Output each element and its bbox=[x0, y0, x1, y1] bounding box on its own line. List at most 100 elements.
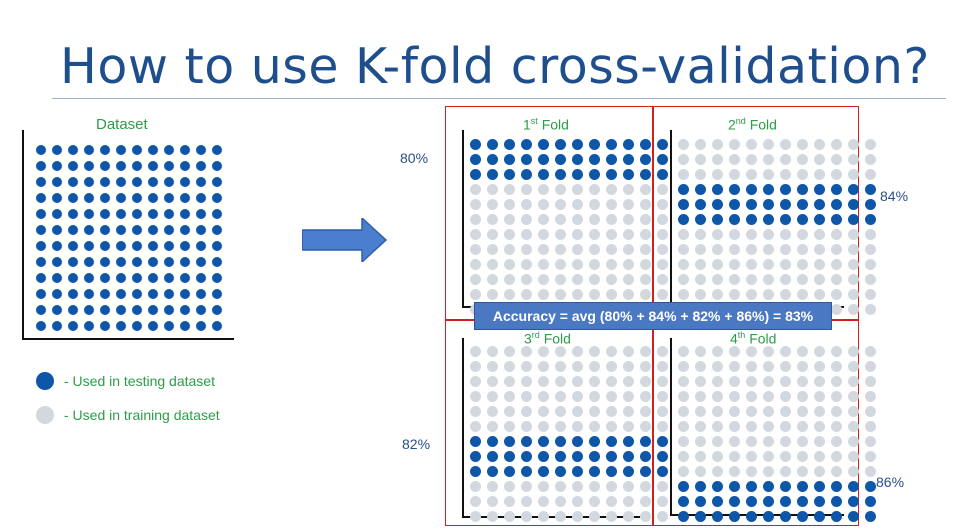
train-sample-dot bbox=[746, 229, 757, 240]
train-sample-dot bbox=[623, 376, 634, 387]
train-sample-dot bbox=[487, 406, 498, 417]
test-sample-dot bbox=[116, 257, 126, 267]
train-sample-dot bbox=[746, 274, 757, 285]
train-sample-dot bbox=[729, 346, 740, 357]
train-sample-dot bbox=[712, 139, 723, 150]
train-sample-dot bbox=[487, 496, 498, 507]
test-sample-dot bbox=[504, 139, 515, 150]
test-sample-dot bbox=[132, 289, 142, 299]
dataset-dot-grid bbox=[36, 145, 222, 331]
test-sample-dot bbox=[606, 169, 617, 180]
test-sample-dot bbox=[180, 273, 190, 283]
train-sample-dot bbox=[848, 139, 859, 150]
train-sample-dot bbox=[657, 346, 668, 357]
test-sample-dot bbox=[831, 481, 842, 492]
test-sample-dot bbox=[589, 466, 600, 477]
train-sample-dot bbox=[712, 154, 723, 165]
train-sample-dot bbox=[695, 154, 706, 165]
test-sample-dot bbox=[180, 289, 190, 299]
train-sample-dot bbox=[831, 139, 842, 150]
train-sample-dot bbox=[678, 139, 689, 150]
train-sample-dot bbox=[487, 289, 498, 300]
test-sample-dot bbox=[555, 451, 566, 462]
test-sample-dot bbox=[470, 169, 481, 180]
train-sample-dot bbox=[797, 451, 808, 462]
train-sample-dot bbox=[555, 376, 566, 387]
test-sample-dot bbox=[538, 451, 549, 462]
test-sample-dot bbox=[763, 511, 774, 522]
test-sample-dot bbox=[797, 511, 808, 522]
train-sample-dot bbox=[763, 229, 774, 240]
train-sample-dot bbox=[555, 361, 566, 372]
train-sample-dot bbox=[780, 406, 791, 417]
test-sample-dot bbox=[487, 154, 498, 165]
test-sample-dot bbox=[164, 273, 174, 283]
train-sample-dot bbox=[504, 244, 515, 255]
test-sample-dot bbox=[746, 214, 757, 225]
test-sample-dot bbox=[100, 241, 110, 251]
train-sample-dot bbox=[504, 229, 515, 240]
test-sample-dot bbox=[780, 511, 791, 522]
test-sample-dot bbox=[164, 241, 174, 251]
test-sample-dot bbox=[555, 169, 566, 180]
train-sample-dot bbox=[640, 289, 651, 300]
test-sample-dot bbox=[780, 496, 791, 507]
train-sample-dot bbox=[640, 421, 651, 432]
train-sample-dot bbox=[712, 259, 723, 270]
test-sample-dot bbox=[538, 466, 549, 477]
fold-3-accuracy: 82% bbox=[402, 436, 431, 452]
train-sample-dot bbox=[780, 451, 791, 462]
train-sample-dot bbox=[729, 274, 740, 285]
train-sample-dot bbox=[572, 391, 583, 402]
train-sample-dot bbox=[746, 289, 757, 300]
test-sample-dot bbox=[164, 225, 174, 235]
train-sample-dot bbox=[678, 421, 689, 432]
test-sample-dot bbox=[623, 436, 634, 447]
train-sample-dot bbox=[657, 199, 668, 210]
test-sample-dot bbox=[180, 209, 190, 219]
train-sample-dot bbox=[763, 376, 774, 387]
test-sample-dot bbox=[521, 139, 532, 150]
test-sample-dot bbox=[52, 305, 62, 315]
test-sample-dot bbox=[148, 273, 158, 283]
train-sample-dot bbox=[746, 244, 757, 255]
test-sample-dot bbox=[848, 511, 859, 522]
test-sample-dot bbox=[678, 214, 689, 225]
test-sample-dot bbox=[657, 154, 668, 165]
test-sample-dot bbox=[848, 481, 859, 492]
test-sample-dot bbox=[148, 225, 158, 235]
train-sample-dot bbox=[504, 184, 515, 195]
train-sample-dot bbox=[606, 199, 617, 210]
legend-test-label: - Used in testing dataset bbox=[64, 373, 215, 389]
train-sample-dot bbox=[797, 229, 808, 240]
test-sample-dot bbox=[657, 451, 668, 462]
train-sample-dot bbox=[538, 496, 549, 507]
train-sample-dot bbox=[589, 406, 600, 417]
train-sample-dot bbox=[470, 289, 481, 300]
test-sample-dot bbox=[52, 193, 62, 203]
train-sample-dot bbox=[678, 451, 689, 462]
test-sample-dot bbox=[148, 289, 158, 299]
test-sample-dot bbox=[780, 481, 791, 492]
test-sample-dot bbox=[470, 436, 481, 447]
train-sample-dot bbox=[606, 496, 617, 507]
train-sample-dot bbox=[780, 154, 791, 165]
test-sample-dot bbox=[678, 511, 689, 522]
test-sample-dot bbox=[180, 193, 190, 203]
train-sample-dot bbox=[831, 244, 842, 255]
train-sample-dot bbox=[521, 199, 532, 210]
train-sample-dot bbox=[504, 391, 515, 402]
train-sample-dot bbox=[623, 184, 634, 195]
test-sample-dot bbox=[148, 145, 158, 155]
test-sample-dot bbox=[212, 305, 222, 315]
train-sample-dot bbox=[797, 289, 808, 300]
train-sample-dot bbox=[589, 199, 600, 210]
test-sample-dot bbox=[68, 289, 78, 299]
test-sample-dot bbox=[572, 139, 583, 150]
train-sample-dot bbox=[678, 244, 689, 255]
train-sample-dot bbox=[623, 421, 634, 432]
test-sample-dot bbox=[695, 496, 706, 507]
train-sample-dot bbox=[538, 274, 549, 285]
train-sample-dot bbox=[606, 421, 617, 432]
train-sample-dot bbox=[623, 361, 634, 372]
